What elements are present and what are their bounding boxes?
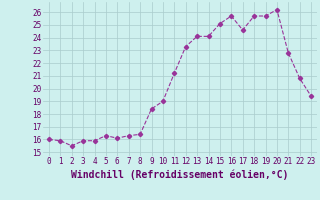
X-axis label: Windchill (Refroidissement éolien,°C): Windchill (Refroidissement éolien,°C): [71, 169, 289, 180]
